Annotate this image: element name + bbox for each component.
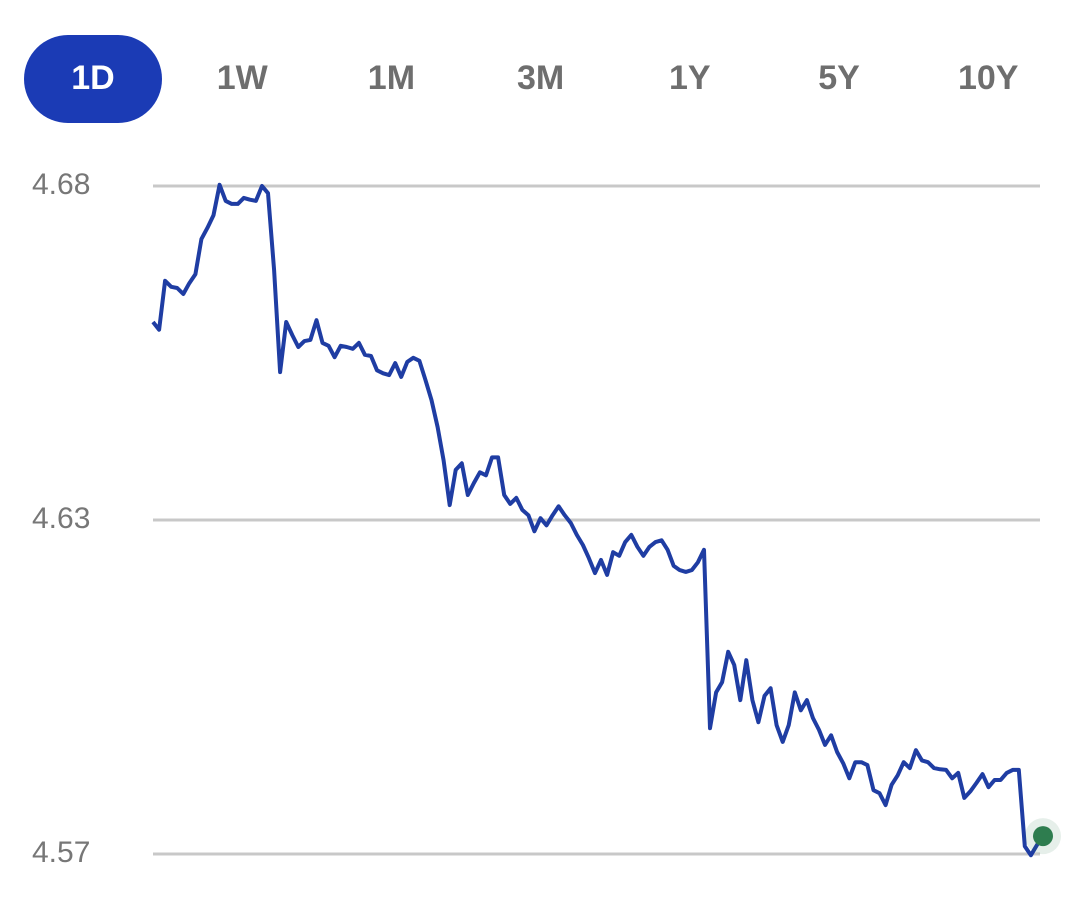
tab-label[interactable]: 1M: [368, 59, 415, 97]
tab-label[interactable]: 3M: [517, 59, 564, 97]
y-tick-label: 4.63: [32, 502, 90, 535]
tab-label[interactable]: 10Y: [958, 59, 1019, 97]
price-line: [151, 182, 1045, 858]
last-point-marker: [1033, 826, 1053, 847]
y-tick-label: 4.68: [32, 168, 90, 201]
tab-label[interactable]: 1W: [217, 59, 269, 97]
tab-label[interactable]: 1Y: [669, 59, 711, 97]
tab-selected-pill: [24, 35, 162, 123]
tab-label[interactable]: 1D: [71, 59, 114, 97]
tab-label[interactable]: 5Y: [818, 59, 860, 97]
y-tick-label: 4.57: [32, 836, 90, 869]
